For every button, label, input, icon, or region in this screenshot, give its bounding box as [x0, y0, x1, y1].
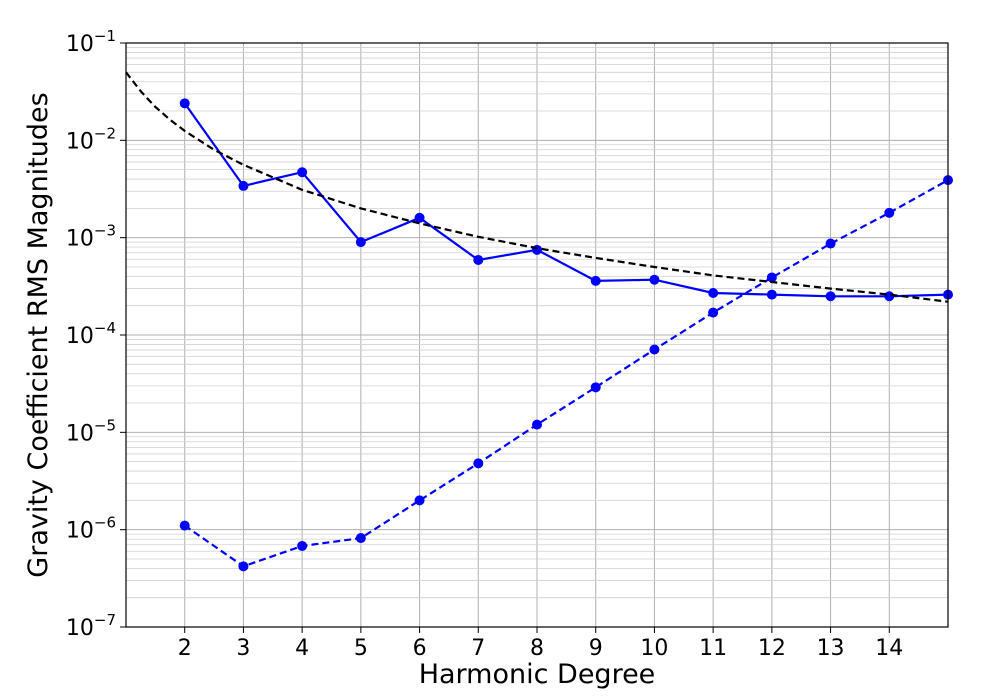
series-2-point [473, 458, 484, 469]
x-tick-label: 14 [875, 636, 903, 661]
plot-series [125, 71, 953, 572]
series-1-point [179, 98, 190, 109]
series-1-point [708, 288, 719, 299]
series-2-point [708, 307, 719, 318]
y-tick-labels: 10−1 10−2 10−3 10−4 10−5 10−6 10−7 [66, 27, 126, 641]
x-tick-label: 2 [178, 636, 192, 661]
series-1-point [238, 180, 249, 191]
y-tick-label: 10−4 [66, 319, 116, 349]
series-2-point [238, 561, 249, 572]
y-tick-label: 10−1 [66, 27, 116, 57]
x-tick-label: 9 [589, 636, 603, 661]
x-tick-label: 13 [817, 636, 845, 661]
series-2-point [649, 344, 660, 355]
x-tick-label: 4 [295, 636, 309, 661]
series-1-point [825, 291, 836, 302]
x-tick-label: 5 [354, 636, 368, 661]
grid [126, 43, 948, 628]
series-1-point [297, 167, 308, 178]
series-1-point [884, 291, 895, 302]
series-1-point [532, 244, 542, 255]
series-2-point [355, 533, 366, 544]
series-2-point [297, 540, 308, 551]
y-tick-label: 10−7 [66, 611, 116, 641]
x-tick-labels: 2 3 4 5 6 7 8 9 10 11 12 13 14 [178, 627, 903, 661]
series-1-point [649, 274, 660, 285]
x-tick-label: 11 [699, 636, 727, 661]
series-3-line [125, 71, 949, 303]
x-tick-label: 3 [236, 636, 250, 661]
series-2-point [884, 207, 895, 218]
series-2-point [590, 382, 601, 393]
series-1-line [183, 102, 949, 298]
series-2-point [766, 272, 777, 283]
x-tick-label: 7 [471, 636, 485, 661]
series-2-point [825, 238, 836, 249]
series-1-point [766, 289, 777, 300]
series-2-point [414, 495, 425, 506]
series-2-point [532, 419, 542, 430]
x-tick-label: 8 [530, 636, 544, 661]
series-2-point [179, 520, 190, 531]
y-tick-label: 10−5 [66, 416, 116, 446]
series-1-point [590, 275, 601, 286]
series-1-point [473, 254, 484, 265]
series-1-point [355, 237, 366, 248]
y-axis-label: Gravity Coefficient RMS Magnitudes [23, 92, 54, 577]
x-axis-label: Harmonic Degree [419, 659, 656, 690]
y-tick-label: 10−2 [66, 124, 116, 154]
series-2-line [184, 179, 949, 568]
x-tick-label: 10 [640, 636, 668, 661]
x-tick-label: 12 [758, 636, 786, 661]
y-tick-label: 10−3 [66, 222, 116, 252]
series-1-point [414, 212, 425, 223]
x-tick-label: 6 [413, 636, 427, 661]
y-tick-label: 10−6 [66, 514, 116, 544]
